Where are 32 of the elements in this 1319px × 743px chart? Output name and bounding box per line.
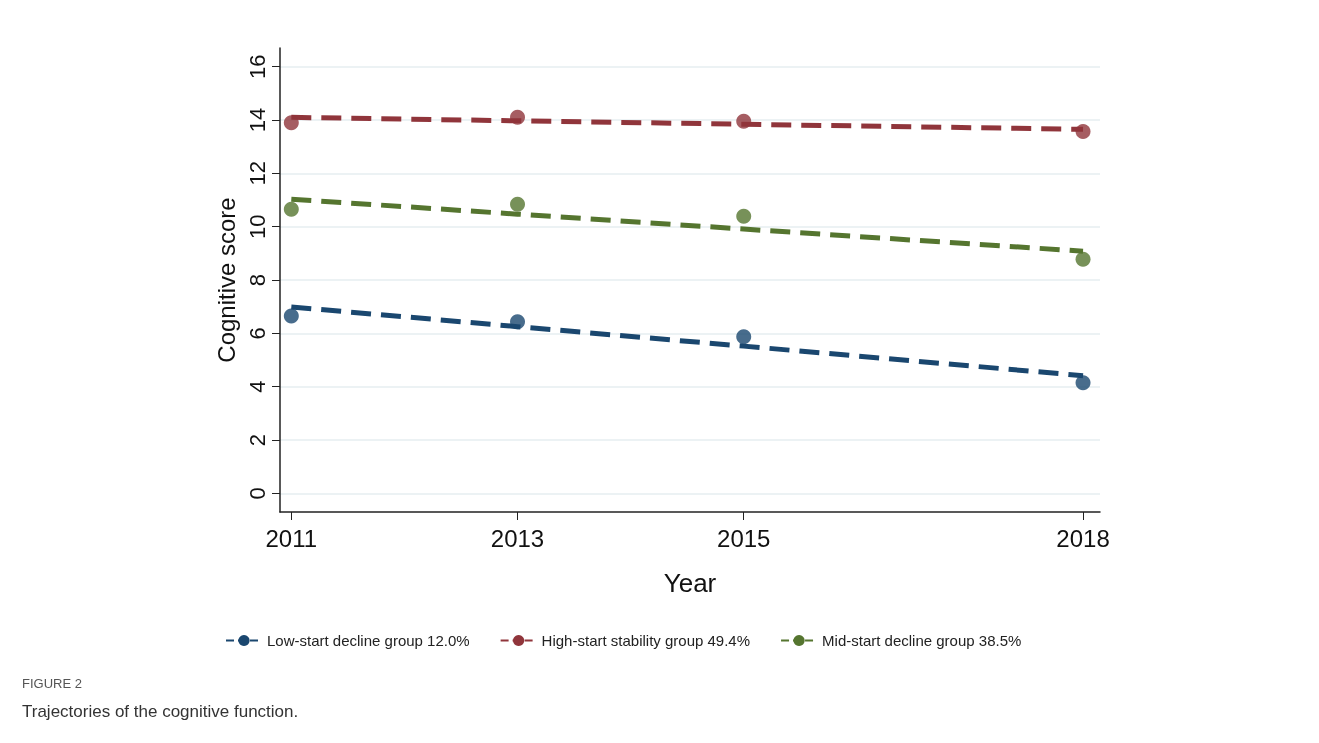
point [510,314,526,330]
y-tick-label: 0 [244,487,270,500]
text: Trajectories of the cognitive function. [22,702,299,721]
point [283,115,299,131]
point [510,109,526,125]
x-tick-label: 2013 [490,524,545,552]
point [736,208,752,224]
point [283,308,299,324]
y-tick-label: 16 [244,54,270,79]
point [510,196,526,212]
y-tick-label: 10 [244,214,270,239]
point [1075,251,1091,267]
y-tick-label: 2 [244,433,270,447]
y-axis-title: Cognitive score [212,197,240,363]
point [736,329,752,345]
y-tick-label: 12 [244,161,270,186]
y-tick-label: 4 [244,380,270,393]
legend-label: Mid-start decline group 38.5% [822,632,1022,649]
point [1075,123,1091,139]
legend-label: Low-start decline group 12.0% [267,632,470,649]
point [1075,375,1091,391]
y-tick-label: 8 [244,273,270,287]
x-axis-title: Year [663,568,717,598]
x-tick-label: 2018 [1056,524,1110,552]
legend-label: High-start stability group 49.4% [541,632,751,649]
point [283,201,299,217]
y-tick-label: 6 [244,327,270,340]
caption: FIGURE 2 [22,676,82,691]
point [736,113,752,129]
x-tick-label: 2011 [265,524,318,552]
y-tick-label: 14 [244,107,270,133]
x-tick-label: 2015 [717,524,771,552]
